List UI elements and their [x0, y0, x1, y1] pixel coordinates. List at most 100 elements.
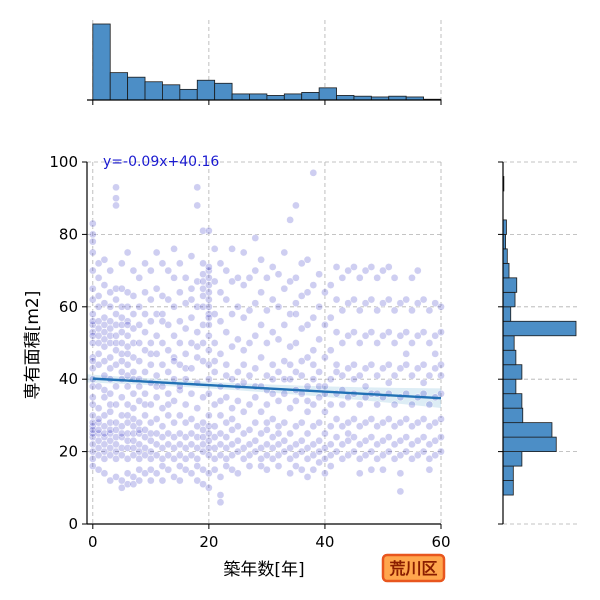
- scatter-point: [216, 473, 225, 481]
- scatter-point: [396, 487, 405, 496]
- scatter-point: [181, 324, 190, 333]
- scatter-point: [408, 440, 416, 449]
- x-tick-label: 0: [88, 533, 98, 551]
- scatter-point: [292, 451, 300, 460]
- scatter-point: [129, 480, 138, 489]
- scatter-point: [146, 360, 155, 369]
- scatter-point: [390, 422, 399, 431]
- scatter-point: [222, 371, 231, 380]
- scatter-point: [321, 382, 329, 391]
- scatter-point: [94, 360, 103, 369]
- histogram-x-bar: [92, 23, 111, 101]
- histogram-x-bar: [283, 93, 303, 101]
- scatter-point: [384, 415, 393, 423]
- scatter-point: [303, 288, 312, 297]
- scatter-point: [315, 447, 323, 456]
- scatter-point: [141, 346, 149, 355]
- histogram-y-bar: [502, 349, 517, 366]
- scatter-point: [193, 462, 202, 470]
- scatter-point: [193, 302, 202, 311]
- scatter-point: [379, 465, 387, 474]
- histogram-right: [502, 176, 577, 496]
- scatter-point: [170, 273, 178, 282]
- scatter-point: [112, 310, 120, 318]
- y-tick-label: 0: [68, 515, 78, 533]
- scatter-point: [309, 346, 318, 355]
- scatter-point: [437, 371, 445, 380]
- scatter-point: [117, 368, 126, 376]
- scatter-point: [152, 350, 161, 358]
- scatter-point: [106, 418, 115, 427]
- scatter-point: [158, 292, 167, 300]
- scatter-point: [402, 447, 411, 456]
- scatter-point: [135, 382, 144, 391]
- scatter-point: [344, 266, 352, 275]
- scatter-point: [88, 317, 97, 326]
- scatter-point: [263, 306, 271, 315]
- scatter-point: [205, 469, 213, 478]
- scatter-point: [373, 273, 382, 282]
- scatter-point: [216, 288, 225, 297]
- scatter-point: [367, 447, 376, 456]
- scatter-point: [338, 273, 347, 282]
- scatter-point: [251, 447, 260, 456]
- scatter-point: [396, 364, 405, 373]
- scatter-point: [141, 368, 149, 376]
- scatter-point: [297, 292, 306, 300]
- scatter-point: [181, 400, 190, 409]
- scatter-point: [361, 331, 370, 340]
- scatter-point: [187, 469, 196, 478]
- scatter-point: [402, 360, 411, 369]
- histogram-y-bar: [502, 306, 512, 322]
- scatter-point: [112, 183, 120, 192]
- scatter-point: [228, 375, 236, 384]
- scatter-point: [210, 357, 219, 365]
- scatter-point: [361, 364, 370, 373]
- scatter-point: [199, 339, 207, 347]
- scatter-point: [286, 444, 294, 452]
- scatter-point: [176, 462, 184, 470]
- scatter-point: [158, 476, 167, 485]
- scatter-point: [297, 324, 306, 333]
- x-tick-label: 20: [199, 533, 218, 551]
- scatter-point: [228, 310, 236, 318]
- scatter-point: [292, 339, 300, 347]
- scatter-point: [181, 375, 190, 384]
- scatter-point: [321, 321, 329, 329]
- scatter-point: [176, 476, 184, 485]
- scatter-point: [390, 339, 399, 347]
- scatter-point: [176, 440, 184, 449]
- histogram-y-bar: [502, 451, 523, 467]
- scatter-point: [303, 353, 312, 362]
- scatter-point: [135, 339, 144, 347]
- y-axis-label: 専有面積[m2]: [23, 291, 43, 400]
- scatter-point: [332, 295, 341, 304]
- scatter-point: [292, 397, 300, 405]
- scatter-point: [146, 350, 155, 358]
- scatter-point: [286, 360, 294, 369]
- scatter-point: [152, 440, 161, 449]
- scatter-point: [303, 382, 312, 391]
- scatter-point: [88, 219, 97, 228]
- scatter-point: [135, 273, 144, 282]
- scatter-point: [129, 353, 138, 362]
- scatter-point: [146, 400, 155, 409]
- scatter-point: [257, 444, 265, 452]
- scatter-point: [431, 331, 440, 340]
- scatter-point: [303, 444, 312, 452]
- scatter-point: [361, 418, 370, 427]
- scatter-point: [251, 418, 260, 427]
- scatter-point: [146, 295, 155, 304]
- scatter-point: [350, 263, 358, 271]
- scatter-point: [117, 339, 126, 347]
- scatter-point: [286, 454, 294, 463]
- scatter-point: [88, 295, 97, 304]
- scatter-point: [263, 465, 271, 474]
- scatter-point: [390, 306, 399, 315]
- scatter-point: [338, 400, 347, 409]
- scatter-point: [263, 440, 271, 449]
- scatter-point: [228, 451, 236, 460]
- scatter-point: [205, 422, 213, 431]
- scatter-point: [210, 433, 219, 441]
- scatter-point: [170, 302, 178, 311]
